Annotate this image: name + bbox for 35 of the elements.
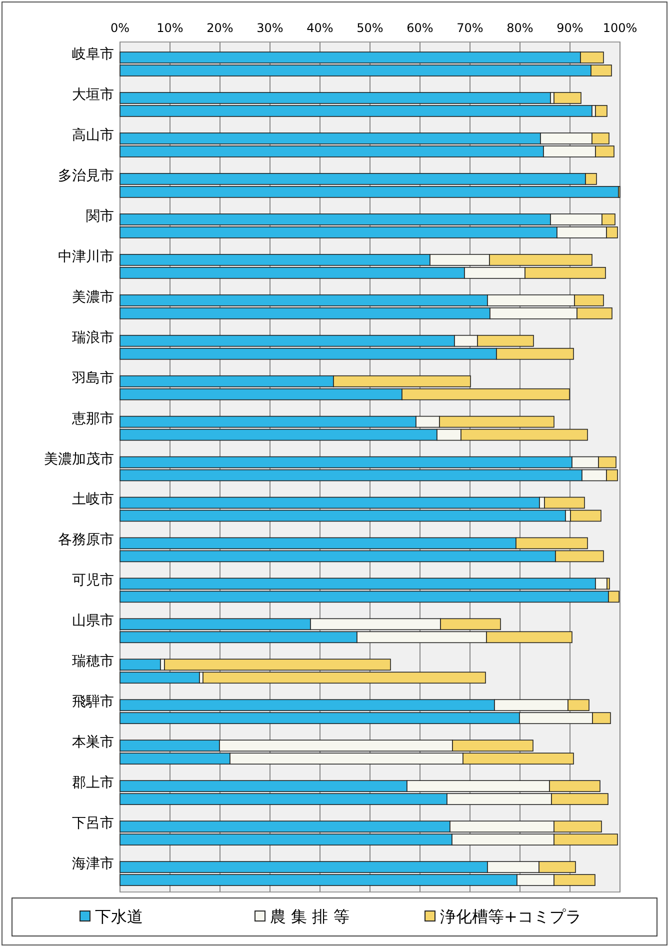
x-tick-label: 10% bbox=[156, 21, 184, 35]
y-tick-label: 関市 bbox=[86, 208, 114, 224]
y-tick-label: 郡上市 bbox=[72, 775, 114, 792]
y-tick-label: 美濃市 bbox=[72, 289, 114, 306]
y-tick-label: 瑞穂市 bbox=[72, 654, 114, 670]
y-tick-label: 岐阜市 bbox=[72, 46, 114, 62]
legend-label: 農 集 排 等 bbox=[270, 907, 350, 926]
y-tick-label: 美濃加茂市 bbox=[44, 451, 114, 468]
y-tick-label: 高山市 bbox=[72, 127, 114, 144]
x-tick-label: 90% bbox=[556, 21, 584, 35]
x-tick-label: 50% bbox=[356, 21, 384, 35]
y-tick-label: 恵那市 bbox=[71, 410, 114, 427]
x-tick-label: 70% bbox=[456, 21, 484, 35]
y-tick-label: 下呂市 bbox=[72, 816, 114, 832]
y-tick-label: 大垣市 bbox=[72, 86, 114, 103]
x-tick-label: 80% bbox=[506, 21, 534, 35]
y-tick-label: 多治見市 bbox=[58, 168, 114, 184]
y-tick-label: 可児市 bbox=[72, 572, 114, 589]
y-tick-label: 羽島市 bbox=[71, 370, 114, 386]
y-tick-label: 海津市 bbox=[72, 856, 114, 872]
legend-label: 下水道 bbox=[95, 907, 143, 926]
y-tick-label: 飛騨市 bbox=[72, 694, 114, 710]
legend-label: 浄化槽等+コミプラ bbox=[440, 907, 582, 926]
x-tick-label: 20% bbox=[206, 21, 234, 35]
x-tick-label: 100% bbox=[602, 21, 638, 35]
y-tick-label: 瑞浪市 bbox=[72, 330, 114, 346]
x-tick-label: 40% bbox=[306, 21, 334, 35]
x-tick-label: 60% bbox=[406, 21, 434, 35]
x-tick-label: 0% bbox=[110, 21, 130, 35]
y-tick-label: 各務原市 bbox=[58, 532, 114, 548]
y-tick-label: 山県市 bbox=[72, 613, 114, 630]
y-tick-label: 本巣市 bbox=[72, 734, 114, 751]
y-tick-label: 土岐市 bbox=[72, 492, 114, 508]
y-tick-label: 中津川市 bbox=[58, 248, 114, 265]
x-tick-label: 30% bbox=[256, 21, 284, 35]
